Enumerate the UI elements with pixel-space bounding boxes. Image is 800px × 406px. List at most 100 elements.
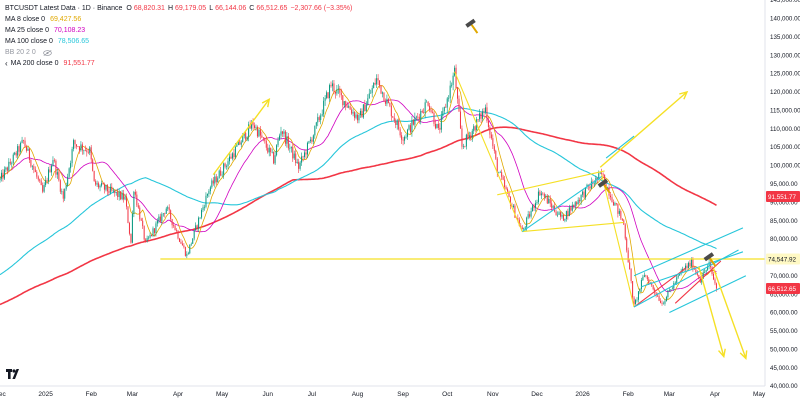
candle-body	[390, 105, 392, 117]
indicator-ma100[interactable]: MA 100 close 0 78,506.65	[5, 36, 352, 47]
candle-body	[395, 120, 397, 125]
collapse-chevron-icon[interactable]: ‹	[5, 58, 8, 68]
candle-body	[370, 92, 372, 94]
candle-body	[529, 214, 531, 217]
candle-body	[552, 206, 554, 208]
candle-body	[276, 145, 278, 156]
candle-body	[570, 207, 572, 211]
arrow-head	[679, 90, 689, 100]
candle-body	[343, 101, 345, 106]
candle-body	[168, 207, 170, 211]
candle-body	[90, 147, 92, 160]
candle-body	[629, 262, 631, 270]
candle-body	[270, 147, 272, 153]
hammer-icon	[703, 252, 717, 268]
candle-body	[346, 106, 348, 108]
candle-body	[304, 152, 306, 158]
indicator-ma200[interactable]: ‹ MA 200 close 0 91,551.77	[5, 58, 352, 69]
indicator-value: 78,506.65	[57, 37, 90, 45]
candle-body	[279, 135, 281, 140]
candle-body	[201, 210, 203, 218]
candle-body	[452, 75, 454, 85]
chart-legend: BTCUSDT Latest Data · 1D · Binance O 68,8…	[5, 3, 352, 69]
candle-body	[193, 230, 195, 239]
candle-body	[373, 82, 375, 89]
candle-body	[111, 186, 113, 191]
indicator-bb[interactable]: BB 20 2 0	[5, 47, 352, 58]
candle-body	[3, 169, 5, 179]
candle-body	[707, 266, 709, 270]
candle-body	[367, 98, 369, 105]
candle-body	[493, 146, 495, 151]
arrow-head	[718, 348, 726, 359]
candle-body	[21, 140, 23, 143]
time-axis[interactable]	[0, 386, 765, 401]
candle-body	[624, 224, 626, 239]
hammer-head	[703, 252, 715, 262]
candle-body	[693, 269, 695, 270]
candle-body	[427, 101, 429, 106]
candle-body	[0, 172, 2, 179]
candle-body	[615, 203, 617, 204]
ma200-line	[0, 126, 717, 306]
candle-body	[139, 207, 141, 220]
trend-line	[605, 135, 635, 159]
candle-body	[692, 259, 694, 270]
candle-body	[377, 78, 379, 81]
candle-body	[687, 262, 690, 269]
hidden-eye-icon[interactable]	[42, 49, 52, 56]
candle-body	[590, 181, 592, 189]
plot-area[interactable]	[0, 0, 765, 386]
candle-body	[205, 195, 207, 207]
candle-body	[574, 202, 576, 207]
tradingview-logo-icon[interactable]	[6, 369, 22, 379]
price-tick-label: 140,000.00	[770, 16, 800, 23]
candle-body	[161, 214, 163, 222]
price-labels-layer: 91,551.77 74,547.92 66,512.65	[766, 190, 800, 295]
candle-body	[530, 211, 532, 217]
time-tick-label: 2025	[38, 391, 53, 398]
hammer-head	[465, 18, 476, 28]
price-tick-label: 85,000.00	[770, 218, 798, 225]
indicator-ma8[interactable]: MA 8 close 0 69,427.56	[5, 14, 352, 25]
candle-body	[40, 180, 42, 186]
candle-body	[142, 220, 144, 227]
candle-body	[206, 193, 208, 196]
candle-body	[336, 89, 338, 94]
candle-body	[534, 203, 537, 209]
candle-body	[99, 185, 101, 188]
candle-body	[542, 193, 544, 195]
candle-body	[598, 173, 600, 180]
candle-body	[671, 288, 673, 290]
candle-body	[349, 106, 351, 110]
candle-body	[387, 99, 389, 104]
candle-body	[364, 104, 366, 112]
candle-body	[292, 146, 294, 159]
candle-body	[637, 291, 639, 300]
candle-body	[277, 139, 279, 146]
indicator-ma25[interactable]: MA 25 close 0 70,108.23	[5, 25, 352, 36]
candle-body	[20, 142, 22, 152]
price-label-bg	[766, 253, 800, 265]
candle-body	[517, 218, 519, 220]
price-axis-ticks: 145,000.00 140,000.00 135,000.00 130,000.00…	[770, 0, 800, 390]
candle-body	[571, 204, 573, 211]
candle-body	[236, 145, 238, 147]
candle-body	[190, 243, 192, 245]
candle-body	[504, 179, 506, 188]
price-tick-label: 125,000.00	[770, 71, 800, 78]
candle-body	[620, 211, 622, 219]
candle-body	[321, 114, 323, 116]
candle-body	[610, 195, 612, 198]
candle-body	[50, 165, 53, 173]
candle-body	[218, 170, 220, 179]
symbol-title[interactable]: BTCUSDT Latest Data · 1D · Binance	[5, 4, 123, 12]
time-tick-label: 2026	[575, 391, 590, 398]
candle-body	[234, 146, 236, 158]
candle-body	[665, 297, 667, 302]
candle-body	[273, 152, 275, 164]
trend-line	[522, 221, 624, 233]
candle-body	[245, 132, 247, 140]
